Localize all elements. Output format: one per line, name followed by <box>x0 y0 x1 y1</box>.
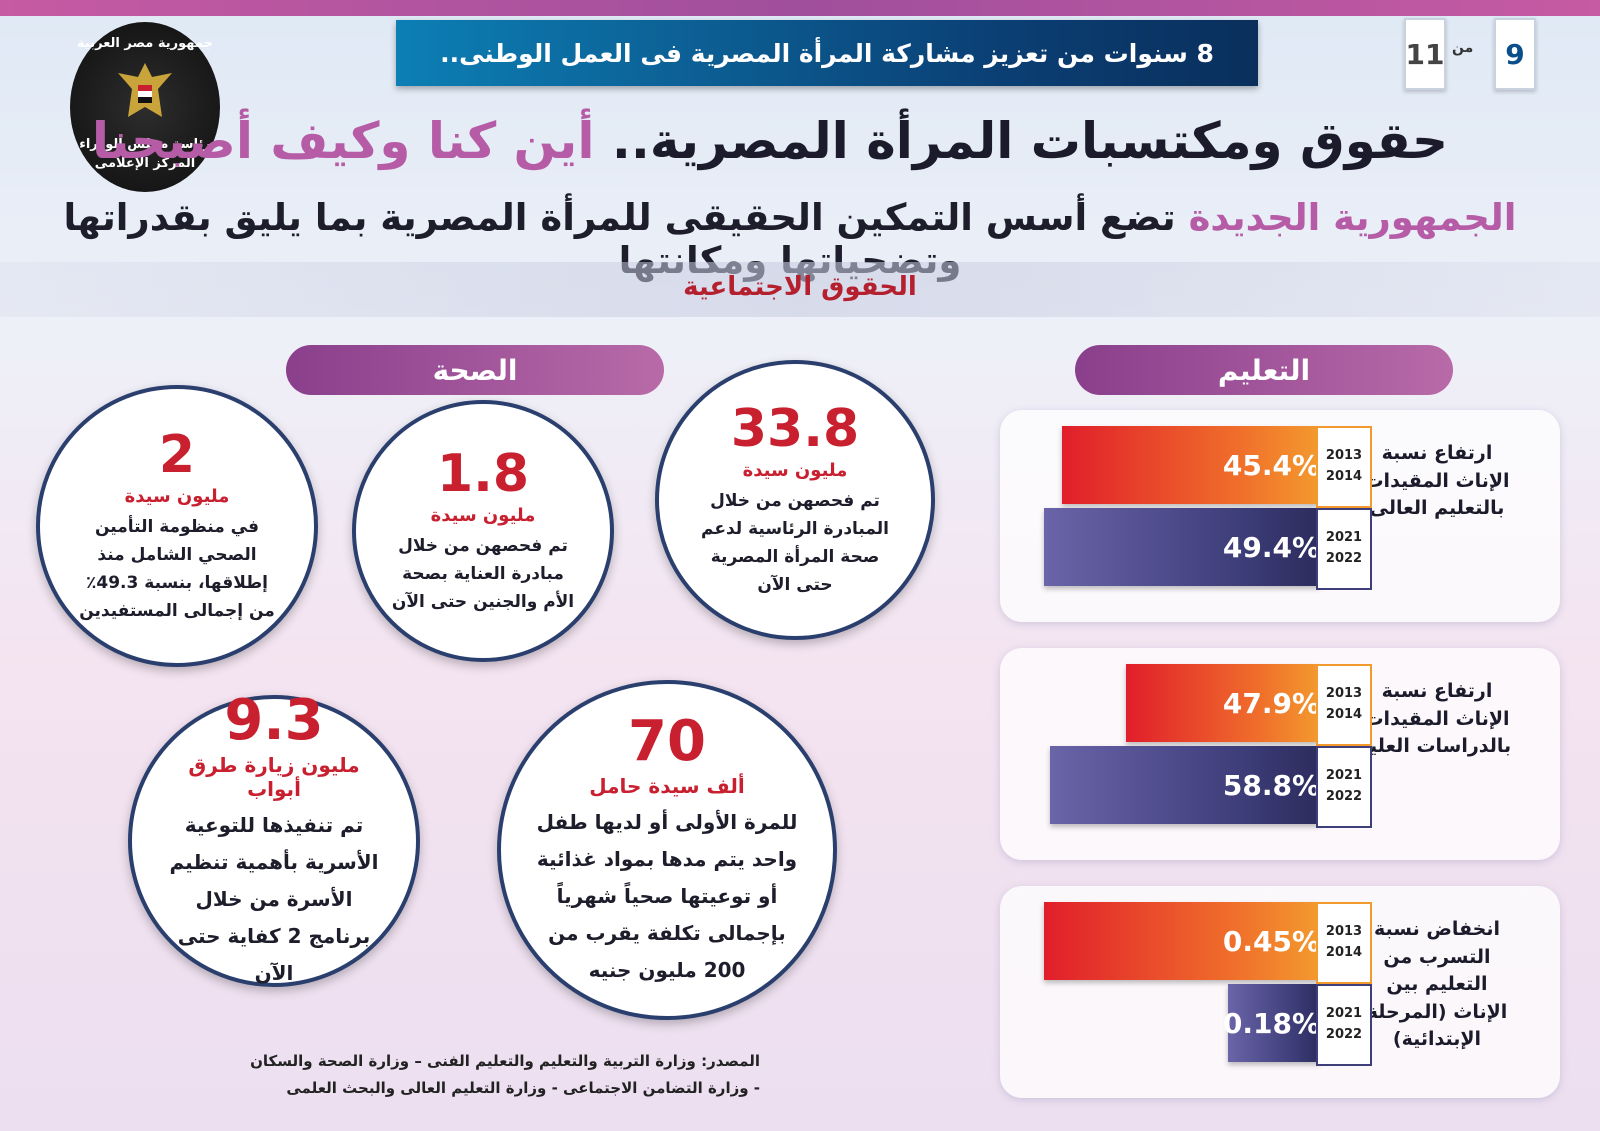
year-box: 2013 2014 <box>1316 902 1372 984</box>
year: 2021 <box>1325 1006 1363 1022</box>
subtitle-highlight: الجمهورية الجديدة <box>1188 196 1517 239</box>
education-heading: التعليم <box>1075 345 1453 395</box>
education-panel: ارتفاع نسبة الإناث المقيدات بالتعليم الع… <box>1000 410 1560 622</box>
indicator-label: انخفاض نسبة التسرب من التعليم بين الإناث… <box>1366 918 1508 1051</box>
title-highlight: أين كنا وكيف أصبحنا <box>91 112 595 170</box>
bar: 45.4% <box>1062 426 1320 504</box>
circle-text: تم فحصهن من خلال مبادرة العناية بصحة الأ… <box>391 536 575 613</box>
year-box: 2021 2022 <box>1316 984 1372 1066</box>
section-band <box>0 262 1600 317</box>
bar: 49.4% <box>1044 508 1320 586</box>
circle-unit: مليون سيدة <box>124 486 230 507</box>
logo: جمهورية مصر العربية رئاسة مجلس الوزراء ا… <box>70 22 220 192</box>
title-text: حقوق ومكتسبات المرأة المصرية.. <box>611 112 1449 170</box>
year: 2014 <box>1325 707 1363 722</box>
bar: 0.45% <box>1044 902 1320 980</box>
indicator-label: ارتفاع نسبة الإناث المقيدات بالدراسات ال… <box>1362 680 1512 758</box>
page-of: من <box>1452 40 1474 56</box>
year: 2022 <box>1325 1027 1363 1042</box>
page-current: 9 <box>1494 18 1536 90</box>
bar-value: 49.4% <box>1222 530 1320 564</box>
education-panel: انخفاض نسبة التسرب من التعليم بين الإناث… <box>1000 886 1560 1098</box>
education-panel: ارتفاع نسبة الإناث المقيدات بالدراسات ال… <box>1000 648 1560 860</box>
year-box: 2013 2014 <box>1316 426 1372 508</box>
bar: 0.18% <box>1223 984 1320 1062</box>
bar-value: 47.9% <box>1222 686 1320 720</box>
source-line: المصدر: وزارة التربية والتعليم والتعليم … <box>250 1052 760 1070</box>
circle-text: تم فحصهن من خلال المبادرة الرئاسية لدعم … <box>701 491 889 596</box>
bar: 58.8% <box>1050 746 1320 824</box>
year: 2021 <box>1325 530 1363 546</box>
title: حقوق ومكتسبات المرأة المصرية.. أين كنا و… <box>0 112 1540 170</box>
circle-number: 33.8 <box>730 398 860 459</box>
circle-text: تم تنفيذها للتوعية الأسرية بأهمية تنظيم … <box>169 813 379 986</box>
year-box: 2021 2022 <box>1316 508 1372 590</box>
circle-text: في منظومة التأمين الصحي الشامل منذ إطلاق… <box>79 517 275 622</box>
health-circle: 9.3 مليون زيارة طرق أبواب تم تنفيذها للتوع… <box>128 690 420 987</box>
page-total: 11 <box>1404 18 1446 90</box>
subtitle-text: تضع أسس التمكين الحقيقى للمرأة المصرية ب… <box>63 196 1176 282</box>
year: 2013 <box>1325 924 1363 940</box>
banner: 8 سنوات من تعزيز مشاركة المرأة المصرية ف… <box>396 20 1258 86</box>
circle-number: 9.3 <box>224 687 324 753</box>
year: 2022 <box>1325 551 1363 566</box>
year: 2013 <box>1325 448 1363 464</box>
year-box: 2021 2022 <box>1316 746 1372 828</box>
bar-value: 0.18% <box>1222 1006 1320 1040</box>
subtitle: الجمهورية الجديدة تضع أسس التمكين الحقيق… <box>0 196 1580 282</box>
circle-unit: ألف سيدة حامل <box>589 774 745 799</box>
health-circle: 2 مليون سيدة في منظومة التأمين الصحي الشام… <box>36 385 318 667</box>
source: المصدر: وزارة التربية والتعليم والتعليم … <box>200 1048 760 1102</box>
eagle-emblem <box>118 63 172 117</box>
section-title: الحقوق الاجتماعية <box>683 272 917 302</box>
circle-unit: مليون سيدة <box>742 460 848 481</box>
logo-text: رئاسة مجلس الوزراء <box>79 137 211 152</box>
bar-value: 0.45% <box>1222 924 1320 958</box>
circle-unit: مليون زيارة طرق أبواب <box>188 753 360 802</box>
circle-number: 1.8 <box>436 443 530 504</box>
year: 2021 <box>1325 768 1363 784</box>
health-heading: الصحة <box>286 345 664 395</box>
health-circle: 70 ألف سيدة حامل للمرة الأولى أو لديها طفل… <box>497 680 837 1020</box>
circle-number: 2 <box>158 424 196 485</box>
health-circle: 33.8 مليون سيدة تم فحصهن من خلال المبادرة … <box>655 360 935 640</box>
top-strip <box>0 0 1600 16</box>
year: 2014 <box>1325 945 1363 960</box>
source-line: - وزارة التضامن الاجتماعى - وزارة التعلي… <box>286 1079 760 1097</box>
year-box: 2013 2014 <box>1316 664 1372 746</box>
year: 2013 <box>1325 686 1363 702</box>
bar-value: 45.4% <box>1222 448 1320 482</box>
circle-number: 70 <box>628 708 706 774</box>
year: 2022 <box>1325 789 1363 804</box>
logo-text: جمهورية مصر العربية <box>77 36 213 51</box>
bar: 47.9% <box>1126 664 1320 742</box>
circle-text: للمرة الأولى أو لديها طفل واحد يتم مدها … <box>536 810 798 983</box>
logo-text: المركز الإعلامى <box>94 156 196 171</box>
health-circle: 1.8 مليون سيدة تم فحصهن من خلال مبادرة الع… <box>352 400 614 662</box>
circle-unit: مليون سيدة <box>430 505 536 527</box>
indicator-label: ارتفاع نسبة الإناث المقيدات بالتعليم الع… <box>1364 442 1510 520</box>
year: 2014 <box>1325 469 1363 484</box>
bar-value: 58.8% <box>1222 768 1320 802</box>
